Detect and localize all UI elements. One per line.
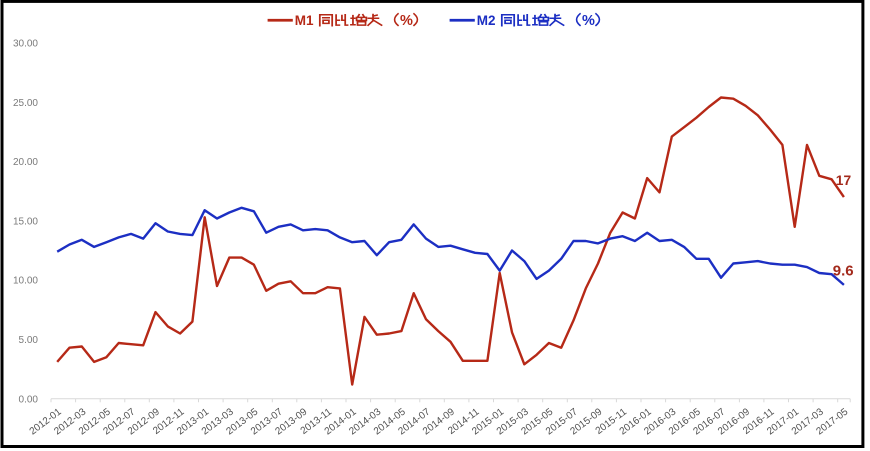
svg-text:%: %: [400, 13, 413, 29]
svg-text:%: %: [582, 13, 595, 29]
svg-text:M1: M1: [295, 13, 314, 28]
svg-text:M2: M2: [477, 13, 496, 28]
svg-text:20.00: 20.00: [13, 157, 38, 168]
svg-text:25.00: 25.00: [13, 98, 38, 109]
svg-text:15.00: 15.00: [13, 216, 38, 227]
svg-text:30.00: 30.00: [13, 39, 38, 50]
svg-text:10.00: 10.00: [13, 276, 38, 287]
svg-text:17: 17: [836, 173, 852, 188]
svg-text:9.6: 9.6: [833, 263, 854, 280]
svg-text:0.00: 0.00: [19, 394, 39, 405]
svg-text:5.00: 5.00: [19, 335, 39, 346]
